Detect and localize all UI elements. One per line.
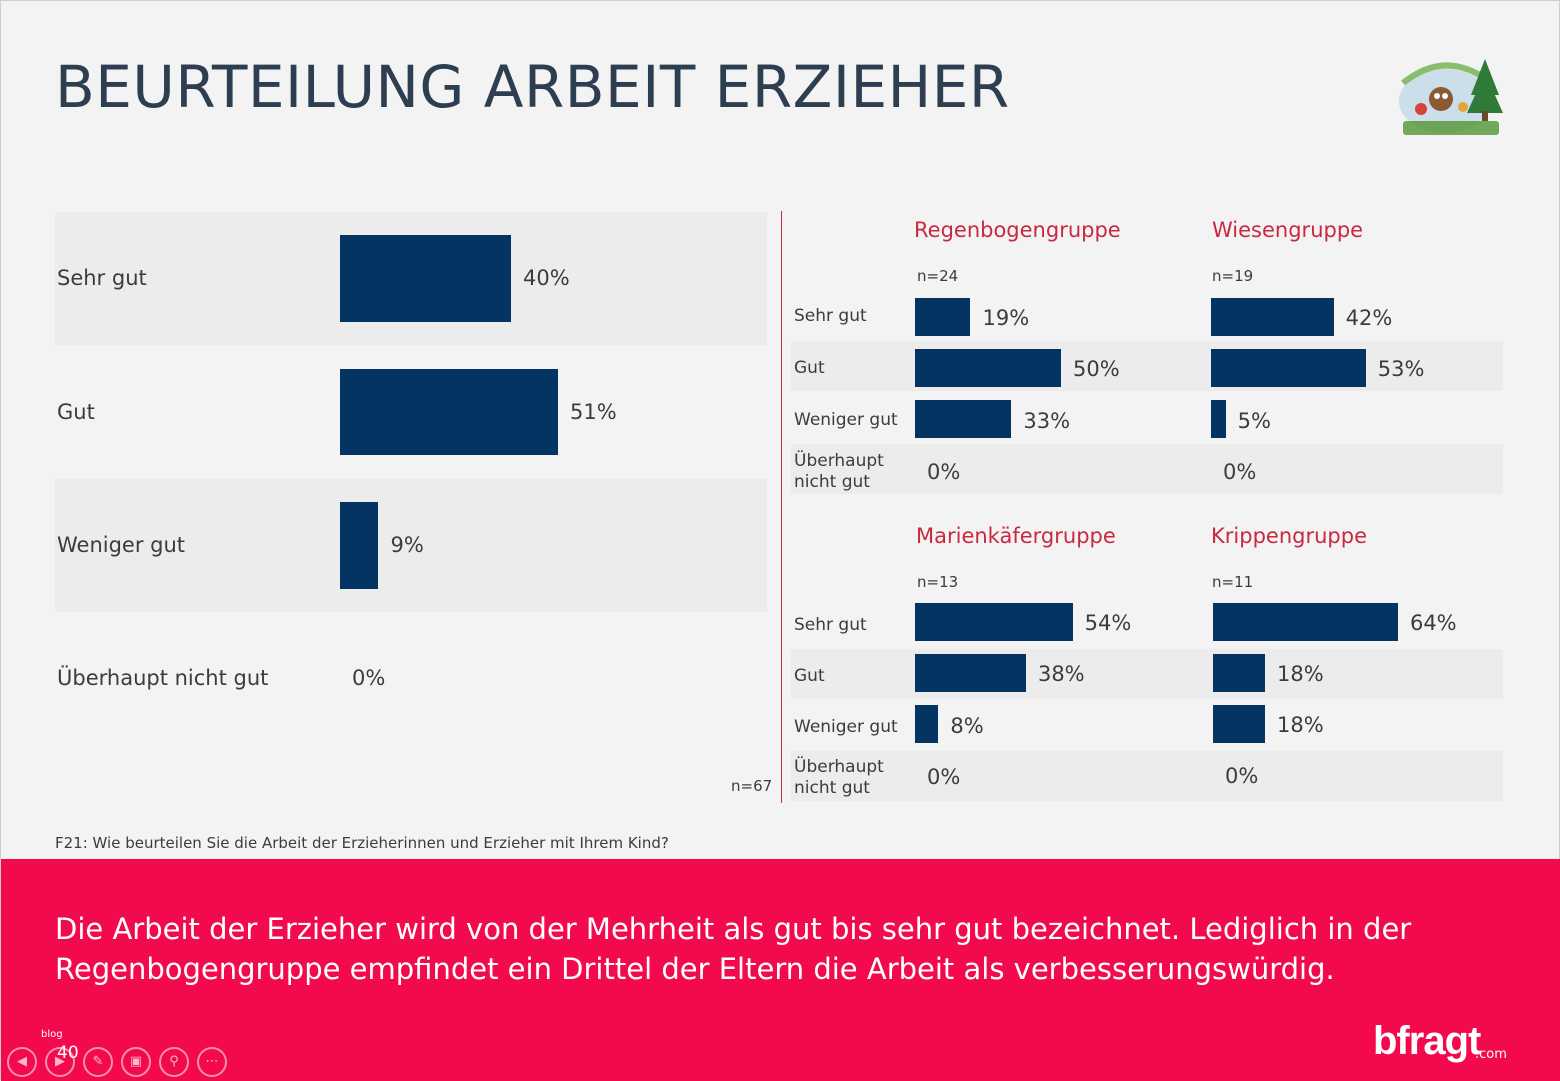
kindergarten-logo [1399, 59, 1503, 135]
group-title: Wiesengruppe [1212, 218, 1364, 242]
value-label: 50% [1073, 357, 1120, 381]
bar-weniger-gut [1211, 400, 1226, 438]
bar-gut [915, 349, 1061, 387]
row-label: Gut [794, 666, 825, 686]
category-label: Überhaupt nicht gut [57, 666, 269, 690]
zoom-icon[interactable]: ⚲ [159, 1047, 189, 1077]
sample-size: n=19 [1212, 267, 1254, 285]
bar-gut [1211, 349, 1366, 387]
bar-sehr-gut [915, 298, 971, 336]
conclusion-text: Die Arbeit der Erzieher wird von der Meh… [55, 912, 1412, 986]
value-label: 18% [1277, 662, 1324, 686]
row-label: Überhaupt nicht gut [794, 757, 884, 798]
value-label: 53% [1377, 357, 1425, 381]
bar-gut [915, 654, 1026, 692]
value-label: 0% [1225, 764, 1259, 788]
value-label: 19% [982, 306, 1030, 330]
blog-label: blog [41, 1029, 63, 1040]
page-title: BEURTEILUNG ARBEIT ERZIEHER [55, 53, 1010, 121]
value-label: 40% [523, 266, 570, 290]
bar-weniger-gut [340, 502, 379, 589]
sample-size: n=24 [917, 267, 959, 285]
value-label: 51% [570, 400, 617, 424]
row-label: Weniger gut [794, 717, 898, 737]
row-label: Sehr gut [794, 615, 867, 635]
slides-grid-icon[interactable]: ▣ [121, 1047, 151, 1077]
bar-sehr-gut [1213, 603, 1398, 641]
group-title: Regenbogengruppe [914, 218, 1121, 242]
value-label: 33% [1023, 409, 1071, 433]
category-label: Gut [57, 400, 95, 424]
value-label: 64% [1409, 611, 1457, 635]
group-title: Marienkäfergruppe [916, 524, 1116, 548]
row-band [791, 649, 1503, 699]
row-band [791, 444, 1503, 494]
value-label: 0% [1223, 460, 1257, 484]
sample-size: n=13 [917, 573, 959, 591]
bar-weniger-gut [915, 705, 939, 743]
brand-suffix: .com [1475, 1047, 1507, 1062]
group-title: Krippengruppe [1211, 524, 1367, 548]
bar-gut [340, 369, 559, 455]
row-label: Weniger gut [794, 410, 898, 430]
row-label: Sehr gut [794, 306, 867, 326]
bar-sehr-gut [915, 603, 1073, 641]
conclusion-banner [1, 859, 1560, 1081]
value-label: 54% [1084, 611, 1132, 635]
value-label: 38% [1037, 662, 1085, 686]
sample-size: n=11 [1212, 573, 1254, 591]
brand-logo: bfragt [1373, 1019, 1481, 1063]
row-band [791, 341, 1503, 391]
next-slide-icon[interactable]: ▶ [45, 1047, 75, 1077]
value-label: 18% [1277, 713, 1324, 737]
value-label: 0% [927, 460, 961, 484]
value-label: 9% [390, 533, 424, 557]
bar-sehr-gut [1211, 298, 1334, 336]
previous-slide-icon[interactable]: ◀ [7, 1047, 37, 1077]
value-label: 5% [1237, 409, 1271, 433]
bar-weniger-gut [915, 400, 1012, 438]
question-footnote: F21: Wie beurteilen Sie die Arbeit der E… [55, 834, 669, 852]
value-label: 8% [950, 714, 984, 738]
bar-sehr-gut [340, 235, 511, 322]
pen-icon[interactable]: ✎ [83, 1047, 113, 1077]
row-label: Gut [794, 358, 825, 378]
row-band [55, 479, 767, 612]
value-label: 0% [927, 765, 961, 789]
category-label: Weniger gut [57, 533, 186, 557]
row-label: Überhaupt nicht gut [794, 451, 884, 492]
bar-gut [1213, 654, 1266, 692]
row-band [791, 751, 1503, 801]
value-label: 42% [1345, 306, 1393, 330]
category-label: Sehr gut [57, 266, 147, 290]
more-options-icon[interactable]: ⋯ [197, 1047, 227, 1077]
divider [781, 211, 782, 803]
value-label: 0% [352, 666, 386, 690]
bar-weniger-gut [1213, 705, 1266, 743]
sample-size: n=67 [731, 777, 773, 795]
